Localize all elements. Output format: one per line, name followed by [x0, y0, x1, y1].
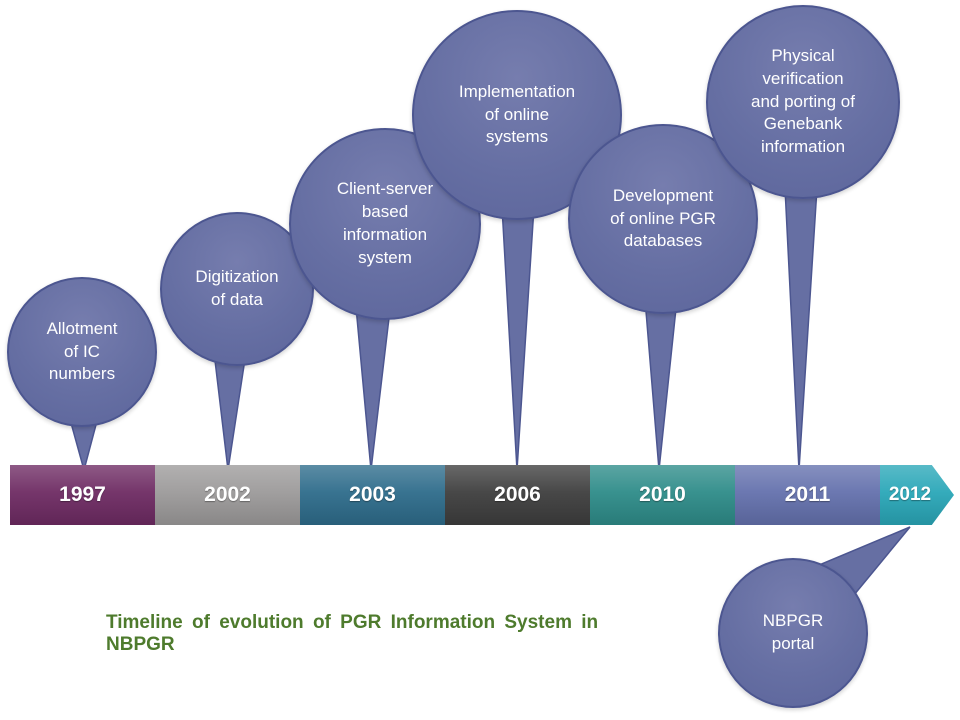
balloon-label: Client-server based information system [336, 179, 434, 267]
balloon-label: NBPGR portal [762, 611, 824, 653]
balloon-nbpgr-portal: NBPGR portal [718, 558, 868, 708]
balloon-label: Physical verification and porting of Gen… [751, 45, 855, 157]
balloon-physical-verification-genebank: Physical verification and porting of Gen… [706, 5, 900, 199]
year-label: 2003 [349, 483, 396, 506]
balloon-label: Development of online PGR databases [610, 185, 716, 251]
timeline-segment-2011: 2011 [735, 465, 880, 525]
year-label: 2011 [784, 483, 831, 506]
timeline-segment-2010: 2010 [590, 465, 735, 525]
tail-2003 [355, 300, 392, 471]
timeline-segment-1997: 1997 [10, 465, 155, 525]
tail-2011 [784, 187, 818, 471]
timeline-segment-2003: 2003 [300, 465, 445, 525]
timeline-bar: 1997 2002 2003 2006 2010 2011 2012 [10, 465, 954, 525]
balloon-digitization-of-data: Digitization of data [160, 212, 314, 366]
year-label: 2012 [888, 484, 932, 505]
year-label: 1997 [59, 483, 106, 506]
tail-2010 [644, 298, 678, 471]
year-label: 2002 [204, 483, 251, 506]
year-label: 2010 [639, 483, 686, 506]
balloon-label: Digitization of data [195, 267, 279, 309]
tail-2006 [501, 206, 535, 471]
year-label: 2006 [494, 483, 541, 506]
balloon-allotment-ic-numbers: Allotment of IC numbers [7, 277, 157, 427]
timeline-segment-2002: 2002 [155, 465, 300, 525]
timeline-segment-2006: 2006 [445, 465, 590, 525]
balloon-label: Implementation of online systems [458, 81, 576, 147]
balloon-label: Allotment of IC numbers [46, 318, 118, 384]
timeline-segment-2012-arrow: 2012 [880, 465, 954, 525]
slide-caption: Timeline of evolution of PGR Information… [106, 612, 599, 655]
